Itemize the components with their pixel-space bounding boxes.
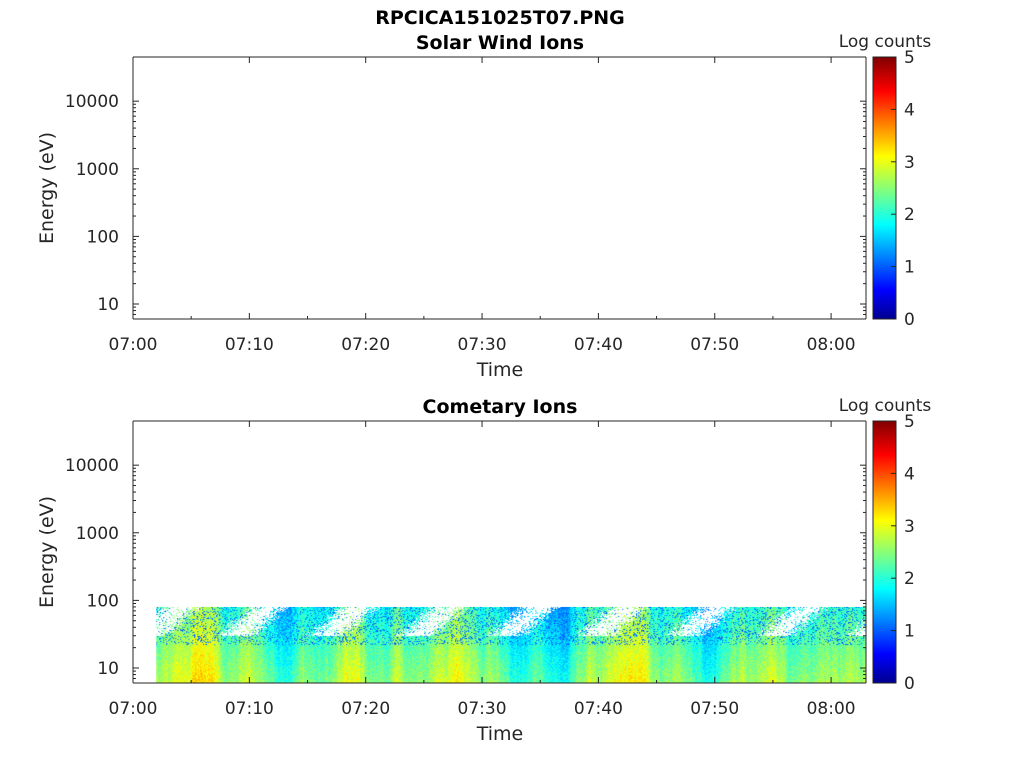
colorbar-label: Log counts — [839, 396, 932, 416]
y-tick-label: 1000 — [76, 524, 119, 544]
figure-title: RPCICA151025T07.PNG — [375, 7, 625, 29]
y-axis-label: Energy (eV) — [36, 496, 58, 608]
panel-title: Cometary Ions — [423, 396, 578, 418]
x-tick-label: 08:00 — [807, 335, 856, 355]
plot-area — [132, 420, 867, 684]
y-tick-label: 100 — [87, 591, 119, 611]
colorbar-tick-label: 4 — [904, 464, 915, 484]
colorbar-tick-label: 5 — [904, 412, 915, 432]
colorbar-bar — [872, 56, 897, 320]
x-tick-label: 07:00 — [109, 699, 158, 719]
heatmap-cells — [156, 606, 867, 683]
panel-cometary-ions: Cometary Ions 07:00 07:10 07:20 07:30 07:40 0… — [36, 396, 931, 745]
colorbar-label: Log counts — [839, 32, 932, 52]
x-tick-label: 08:00 — [807, 699, 856, 719]
colorbar-tick-label: 3 — [904, 153, 915, 173]
x-tick-label: 07:50 — [690, 699, 739, 719]
x-axis: 07:00 07:10 07:20 07:30 07:40 07:50 08:00 — [109, 57, 856, 355]
colorbar-tick-label: 2 — [904, 205, 915, 225]
x-tick-label: 07:40 — [574, 335, 623, 355]
colorbar-tick-label: 4 — [904, 100, 915, 120]
colorbar-tick-label: 0 — [904, 310, 915, 330]
colorbar-tick-label: 1 — [904, 622, 915, 642]
x-tick-label: 07:10 — [225, 699, 274, 719]
y-tick-label: 10000 — [65, 456, 119, 476]
colorbar-tick-label: 0 — [904, 674, 915, 694]
colorbar-tick-label: 1 — [904, 258, 915, 278]
colorbar: 0 1 2 3 4 5 — [872, 412, 915, 694]
x-tick-label: 07:20 — [341, 699, 390, 719]
colorbar-tick-label: 5 — [904, 48, 915, 68]
y-axis-label: Energy (eV) — [36, 132, 58, 244]
y-axis: 10 100 1000 10000 — [65, 92, 866, 320]
plot-area — [132, 56, 867, 320]
x-tick-label: 07:10 — [225, 335, 274, 355]
y-tick-label: 10000 — [65, 92, 119, 112]
y-axis: 10 100 1000 10000 — [65, 456, 866, 684]
x-tick-label: 07:30 — [458, 699, 507, 719]
colorbar-bar — [872, 420, 897, 684]
x-axis: 07:00 07:10 07:20 07:30 07:40 07:50 08:00 — [109, 421, 856, 719]
colorbar-tick-label: 3 — [904, 517, 915, 537]
colorbar-tick-label: 2 — [904, 569, 915, 589]
x-tick-label: 07:00 — [109, 335, 158, 355]
colorbar: 0 1 2 3 4 5 — [872, 48, 915, 330]
x-tick-label: 07:40 — [574, 699, 623, 719]
x-tick-label: 07:20 — [341, 335, 390, 355]
y-tick-label: 100 — [87, 227, 119, 247]
x-tick-label: 07:50 — [690, 335, 739, 355]
x-axis-label: Time — [476, 723, 524, 745]
x-tick-label: 07:30 — [458, 335, 507, 355]
y-tick-label: 1000 — [76, 160, 119, 180]
x-axis-label: Time — [476, 359, 524, 381]
y-tick-label: 10 — [97, 295, 119, 315]
panel-solar-wind-ions: Solar Wind Ions 07:00 07:10 07:20 07:30 07:4… — [36, 32, 931, 381]
y-tick-label: 10 — [97, 659, 119, 679]
panel-title: Solar Wind Ions — [416, 32, 584, 54]
